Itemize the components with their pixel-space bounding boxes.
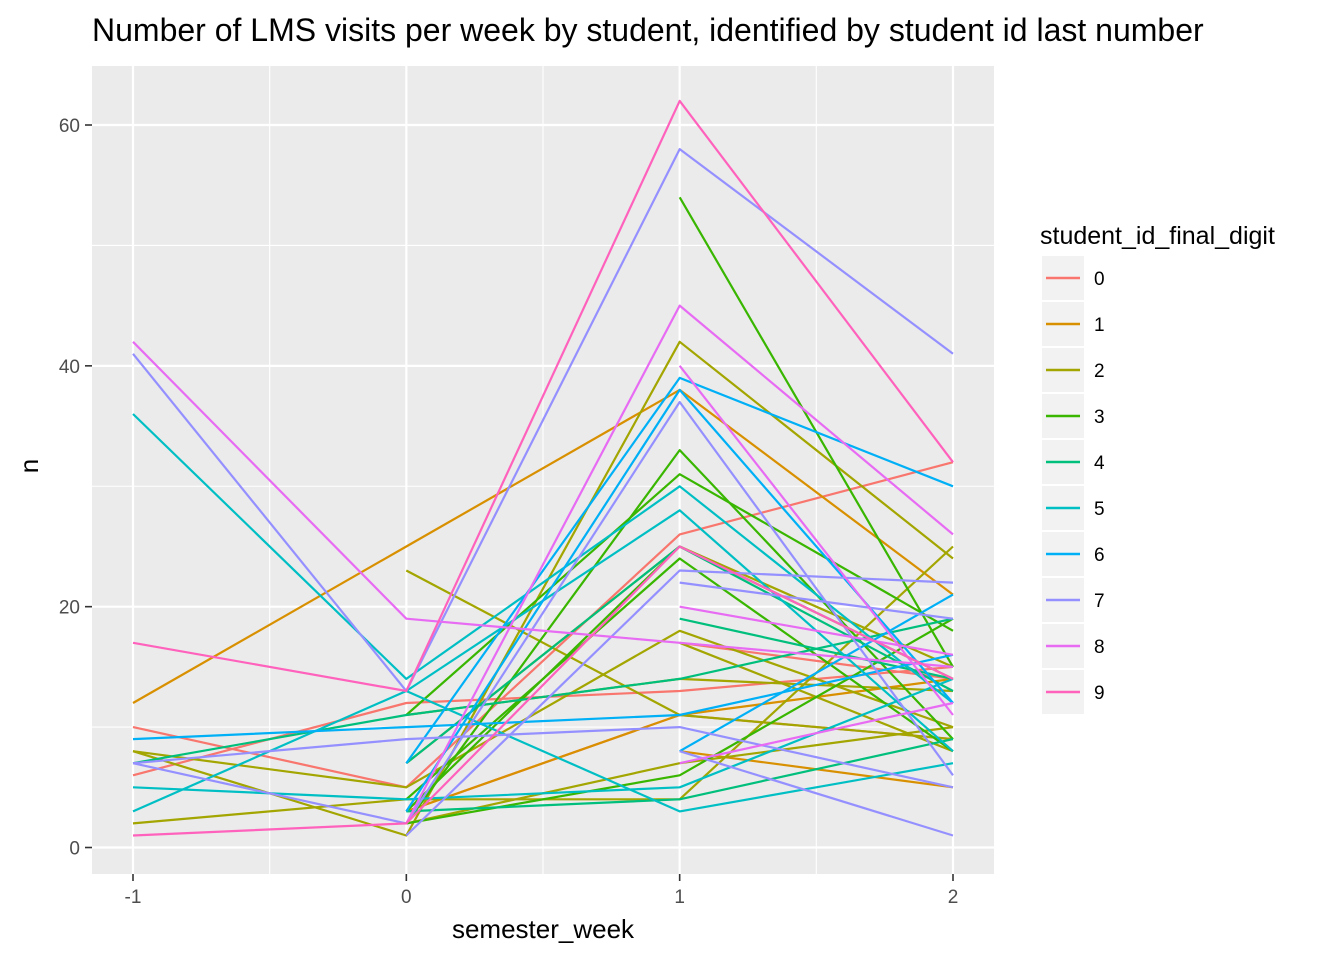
series-line-digit-8 bbox=[679, 701, 954, 765]
series-line-digit-9 bbox=[132, 545, 954, 837]
minor-gridlines bbox=[92, 66, 994, 874]
legend-label-0: 0 bbox=[1094, 269, 1105, 290]
series-line-digit-0 bbox=[132, 461, 954, 789]
chart-title: Number of LMS visits per week by student… bbox=[92, 12, 1204, 48]
legend-label-1: 1 bbox=[1094, 315, 1105, 336]
legend-label-8: 8 bbox=[1094, 637, 1105, 658]
series-line-digit-0 bbox=[679, 641, 954, 680]
series-line-digit-1 bbox=[132, 388, 954, 704]
y-tick-label: 0 bbox=[69, 839, 80, 860]
series-line-digit-8 bbox=[679, 605, 954, 656]
y-axis-title: n bbox=[14, 459, 44, 473]
series-line-digit-4 bbox=[679, 617, 954, 680]
y-tick-label: 20 bbox=[59, 598, 80, 619]
series-line-digit-8 bbox=[132, 341, 954, 668]
series-line-digit-7 bbox=[679, 750, 954, 837]
series-line-digit-5 bbox=[132, 413, 954, 704]
x-axis-title: semester_week bbox=[452, 914, 635, 944]
legend-label-5: 5 bbox=[1094, 499, 1105, 520]
x-tick-label: 0 bbox=[401, 887, 412, 908]
series-line-digit-7 bbox=[132, 400, 954, 825]
legend-label-2: 2 bbox=[1094, 361, 1105, 382]
series-line-digit-4 bbox=[406, 738, 954, 813]
legend-label-6: 6 bbox=[1094, 545, 1105, 566]
y-tick-label: 60 bbox=[59, 116, 80, 137]
series-line-digit-6 bbox=[679, 593, 954, 753]
x-tick-label: 1 bbox=[674, 887, 685, 908]
legend-label-9: 9 bbox=[1094, 683, 1105, 704]
series-line-digit-6 bbox=[405, 376, 954, 764]
series-line-digit-6 bbox=[132, 653, 954, 741]
series-line-digit-7 bbox=[132, 725, 954, 789]
legend-label-3: 3 bbox=[1094, 407, 1105, 428]
legend-title: student_id_final_digit bbox=[1040, 222, 1275, 250]
x-axis-ticks: -1 0 1 2 bbox=[125, 874, 959, 908]
series-line-digit-8 bbox=[405, 304, 954, 824]
y-tick-label: 40 bbox=[59, 357, 80, 378]
series-line-digit-3 bbox=[405, 557, 954, 801]
legend: student_id_final_digit 0 1 2 3 4 5 6 7 8 9 bbox=[1040, 222, 1275, 714]
legend-label-4: 4 bbox=[1094, 453, 1105, 474]
x-tick-label: 2 bbox=[948, 887, 959, 908]
series-lines bbox=[132, 99, 954, 837]
x-tick-label: -1 bbox=[125, 887, 142, 908]
series-line-digit-7 bbox=[132, 148, 954, 693]
series-line-digit-7 bbox=[679, 581, 954, 620]
y-axis-ticks: 0 20 40 60 bbox=[59, 116, 92, 860]
legend-label-7: 7 bbox=[1094, 591, 1105, 612]
series-line-digit-7 bbox=[405, 569, 954, 837]
series-line-digit-9 bbox=[132, 99, 954, 693]
series-line-digit-2 bbox=[132, 629, 954, 789]
